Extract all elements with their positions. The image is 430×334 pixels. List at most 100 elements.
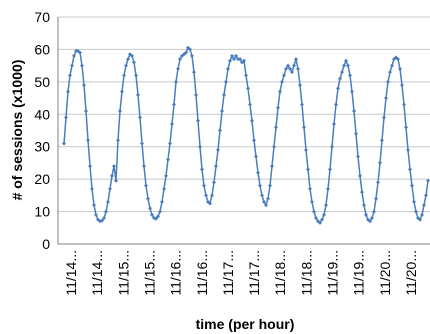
data-point bbox=[160, 199, 164, 204]
x-tick-label: 11/16... bbox=[194, 250, 210, 296]
data-point bbox=[334, 102, 338, 107]
x-tick-label: 11/20... bbox=[377, 250, 393, 296]
y-tick-label: 0 bbox=[42, 236, 50, 252]
data-point bbox=[308, 186, 312, 191]
data-point bbox=[258, 183, 262, 188]
data-point bbox=[188, 47, 192, 52]
data-point bbox=[360, 190, 364, 195]
data-point bbox=[280, 79, 284, 84]
data-point bbox=[158, 209, 162, 214]
data-point bbox=[402, 102, 406, 107]
data-point bbox=[328, 167, 332, 172]
data-point bbox=[296, 66, 300, 71]
data-point bbox=[72, 53, 76, 58]
data-point bbox=[380, 138, 384, 143]
data-point bbox=[320, 217, 324, 222]
data-point bbox=[64, 115, 68, 120]
data-point bbox=[92, 203, 96, 208]
data-point bbox=[146, 196, 150, 201]
data-point bbox=[168, 141, 172, 146]
data-point bbox=[132, 60, 136, 65]
data-point bbox=[176, 66, 180, 71]
data-point bbox=[346, 63, 350, 68]
y-tick-label: 70 bbox=[34, 9, 50, 25]
y-tick-label: 20 bbox=[34, 171, 50, 187]
data-point bbox=[66, 89, 70, 94]
data-point bbox=[190, 53, 194, 58]
x-tick-label: 11/14... bbox=[89, 250, 105, 296]
data-point bbox=[232, 57, 236, 62]
data-point bbox=[154, 216, 158, 221]
data-point bbox=[426, 178, 430, 183]
data-point bbox=[332, 122, 336, 127]
data-point bbox=[124, 63, 128, 68]
data-point bbox=[130, 53, 134, 58]
data-point bbox=[126, 57, 130, 62]
x-tick-label: 11/18... bbox=[272, 250, 288, 296]
data-point bbox=[268, 183, 272, 188]
data-point bbox=[344, 58, 348, 63]
x-tick-label: 11/15... bbox=[115, 250, 131, 296]
data-point bbox=[228, 58, 232, 63]
data-point bbox=[388, 70, 392, 75]
data-point bbox=[358, 173, 362, 178]
data-point bbox=[118, 109, 122, 114]
data-point bbox=[204, 193, 208, 198]
data-point bbox=[234, 53, 238, 58]
data-point bbox=[412, 199, 416, 204]
data-point bbox=[348, 73, 352, 78]
data-point bbox=[372, 209, 376, 214]
data-point bbox=[104, 209, 108, 214]
data-point bbox=[178, 57, 182, 62]
x-tick-label: 11/18... bbox=[298, 250, 314, 296]
data-point bbox=[194, 92, 198, 97]
data-point bbox=[226, 66, 230, 71]
y-tick-label: 60 bbox=[34, 41, 50, 57]
data-point bbox=[78, 50, 82, 55]
data-point bbox=[114, 178, 118, 183]
y-axis-tick-labels: 0 10 20 30 40 50 60 70 bbox=[34, 9, 50, 252]
data-point bbox=[378, 160, 382, 165]
data-point bbox=[424, 193, 428, 198]
x-tick-label: 11/19... bbox=[351, 250, 367, 296]
x-tick-label: 11/17... bbox=[220, 250, 236, 296]
data-point bbox=[220, 109, 224, 114]
data-point bbox=[272, 144, 276, 149]
data-point bbox=[140, 141, 144, 146]
data-point bbox=[170, 122, 174, 127]
data-point bbox=[422, 203, 426, 208]
data-point bbox=[288, 66, 292, 71]
data-point bbox=[386, 79, 390, 84]
data-point bbox=[282, 73, 286, 78]
data-point bbox=[262, 199, 266, 204]
data-point bbox=[120, 89, 124, 94]
data-point bbox=[352, 109, 356, 114]
data-point bbox=[230, 53, 234, 58]
data-point bbox=[94, 212, 98, 217]
data-point bbox=[318, 220, 322, 225]
x-axis-title: time (per hour) bbox=[196, 316, 295, 332]
data-point bbox=[70, 63, 74, 68]
data-point bbox=[150, 212, 154, 217]
data-point bbox=[106, 199, 110, 204]
data-point bbox=[156, 214, 160, 219]
x-tick-label: 11/15... bbox=[142, 250, 158, 296]
data-point bbox=[208, 201, 212, 206]
data-point bbox=[68, 73, 72, 78]
data-point bbox=[138, 115, 142, 120]
y-tick-label: 10 bbox=[34, 204, 50, 220]
data-point bbox=[252, 138, 256, 143]
data-point bbox=[210, 193, 214, 198]
data-point bbox=[166, 157, 170, 162]
data-point bbox=[238, 57, 242, 62]
data-point bbox=[62, 141, 66, 146]
x-tick-label: 11/17... bbox=[246, 250, 262, 296]
data-point bbox=[364, 212, 368, 217]
data-point bbox=[338, 76, 342, 81]
data-point bbox=[112, 164, 116, 169]
data-point bbox=[400, 83, 404, 88]
data-point bbox=[330, 144, 334, 149]
data-point bbox=[312, 209, 316, 214]
data-point bbox=[108, 186, 112, 191]
x-axis-tick-labels: 11/14... 11/14... 11/15... 11/15... 11/16...… bbox=[63, 250, 419, 296]
